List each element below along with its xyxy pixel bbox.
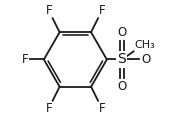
Text: O: O: [117, 26, 127, 39]
Text: S: S: [118, 52, 126, 67]
Text: CH₃: CH₃: [134, 40, 155, 50]
Text: O: O: [117, 80, 127, 93]
Text: F: F: [99, 4, 105, 17]
Text: F: F: [45, 4, 52, 17]
Text: F: F: [99, 102, 105, 115]
Text: F: F: [45, 102, 52, 115]
Text: O: O: [141, 53, 151, 66]
Text: F: F: [22, 53, 29, 66]
